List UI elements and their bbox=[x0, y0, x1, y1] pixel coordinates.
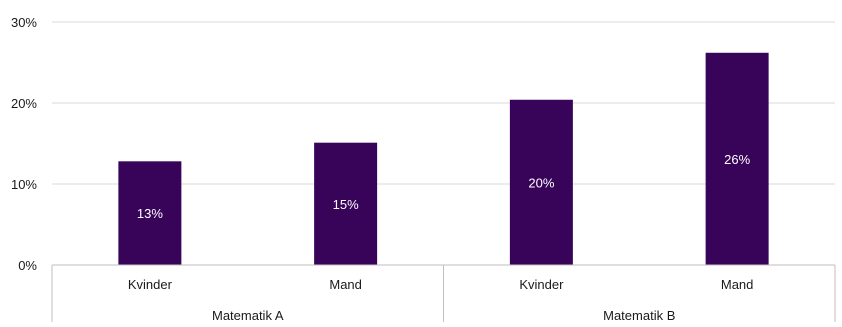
data-label: 13% bbox=[137, 206, 163, 221]
y-tick-label: 0% bbox=[18, 258, 37, 273]
y-tick-label: 30% bbox=[11, 15, 37, 30]
group-label: Matematik A bbox=[212, 308, 284, 322]
bar bbox=[509, 99, 573, 265]
data-labels: 13% 15% 20% 26% bbox=[137, 152, 751, 221]
group-label: Matematik B bbox=[603, 308, 675, 322]
x-tick-label: Mand bbox=[329, 277, 362, 292]
y-tick-label: 10% bbox=[11, 177, 37, 192]
y-axis-ticks: 0% 10% 20% 30% bbox=[11, 15, 37, 273]
bar bbox=[705, 52, 769, 265]
x-tick-label: Mand bbox=[721, 277, 754, 292]
data-label: 26% bbox=[724, 152, 750, 167]
data-label: 15% bbox=[333, 197, 359, 212]
x-tick-label: Kvinder bbox=[519, 277, 564, 292]
y-tick-label: 20% bbox=[11, 96, 37, 111]
bar bbox=[314, 142, 378, 265]
x-tick-label: Kvinder bbox=[128, 277, 173, 292]
data-label: 20% bbox=[528, 175, 554, 190]
bars bbox=[118, 52, 769, 265]
bar bbox=[118, 161, 182, 265]
x-axis: Kvinder Mand Matematik A Kvinder Mand Matemat… bbox=[51, 264, 836, 323]
gridlines bbox=[52, 21, 835, 185]
